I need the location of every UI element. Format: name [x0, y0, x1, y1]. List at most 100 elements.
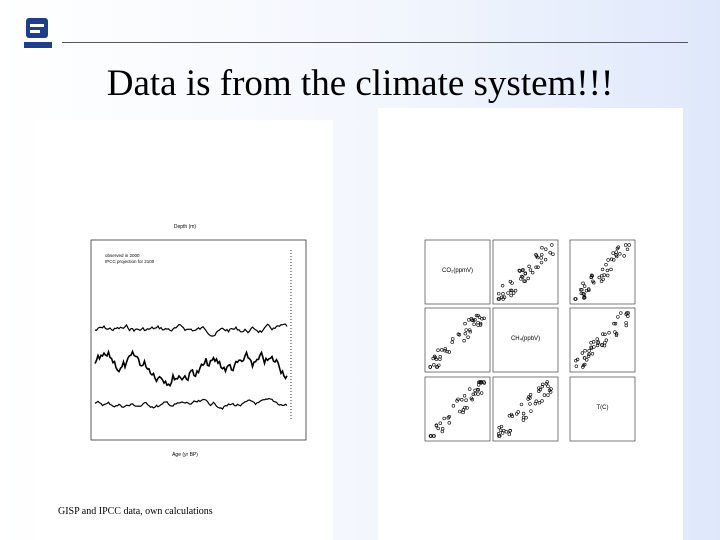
- scatter-dot: [550, 243, 554, 247]
- scatter-dot: [534, 253, 538, 257]
- scatter-dot: [587, 349, 591, 353]
- scatter-dot: [527, 395, 531, 399]
- scatter-dot: [477, 315, 482, 320]
- scatter-dot: [482, 316, 486, 321]
- scatter-dot: [506, 291, 510, 295]
- scatter-dot: [609, 257, 614, 261]
- scatter-dot: [605, 268, 610, 273]
- scatter-dot: [590, 352, 595, 356]
- scatter-dot: [540, 399, 544, 403]
- matrix-cell: [492, 376, 559, 442]
- scatter-dot: [450, 340, 454, 344]
- scatter-dot: [537, 401, 542, 405]
- scatter-dot: [440, 429, 444, 434]
- matrix-cell: [569, 239, 636, 305]
- scatter-dot: [528, 393, 533, 397]
- scatter-dot: [614, 253, 618, 257]
- scatter-dot: [473, 392, 477, 396]
- scatter-dot: [596, 340, 600, 344]
- header-rule: [62, 42, 688, 43]
- scatter-dot: [537, 389, 541, 394]
- scatter-dot: [607, 331, 611, 335]
- scatter-dot: [622, 254, 626, 258]
- scatter-dot: [613, 330, 617, 334]
- scatter-dot: [614, 333, 619, 337]
- scatter-dot: [436, 348, 440, 352]
- scatter-dot: [442, 416, 446, 421]
- scatter-dot: [582, 284, 587, 288]
- scatter-dot: [502, 428, 506, 433]
- scatter-dot: [597, 275, 601, 280]
- scatter-dot: [465, 406, 469, 410]
- scatter-dot: [473, 388, 477, 393]
- right-figure: CO₂(ppmV) CH₄(ppbV) T(C): [378, 108, 683, 540]
- scatter-dot: [496, 432, 501, 436]
- scatter-dot: [447, 421, 451, 425]
- scatter-dot: [524, 415, 528, 420]
- variable-label: CH₄(ppbV): [511, 336, 540, 342]
- logo: [24, 18, 52, 48]
- series-line: [94, 323, 288, 337]
- scatter-dot: [476, 323, 480, 327]
- scatter-dot: [551, 252, 555, 256]
- series-line: [94, 349, 288, 388]
- scatter-dot: [583, 362, 587, 367]
- matrix-cell: [424, 239, 491, 305]
- scatter-dot: [583, 356, 587, 360]
- scatter-dot: [606, 258, 610, 262]
- scatter-dot: [466, 335, 470, 339]
- scatter-dot: [497, 434, 501, 438]
- scatter-dot: [614, 332, 619, 336]
- scatter-dot: [546, 393, 550, 397]
- scatter-dot: [604, 262, 608, 267]
- scatter-dot: [443, 347, 448, 351]
- scatter-dot: [451, 337, 455, 341]
- scatter-dot: [603, 340, 607, 345]
- scatter-dot: [476, 383, 481, 387]
- scatter-dot: [511, 291, 516, 295]
- matrix-cell: [569, 307, 636, 373]
- scatter-dot: [521, 411, 526, 416]
- scatter-dot: [477, 380, 481, 384]
- scatter-dot: [462, 394, 467, 398]
- scatter-dot: [575, 357, 580, 362]
- scatter-dot: [625, 247, 630, 252]
- scatter-dot: [627, 243, 631, 247]
- scatter-dot: [429, 434, 433, 438]
- left-figure: Depth (m) observed in 2000 IPCC projecti…: [35, 120, 333, 540]
- scatter-dot: [592, 280, 596, 285]
- scatter-dot: [580, 287, 584, 292]
- scatter-dot: [604, 338, 609, 342]
- scatter-dot: [440, 427, 445, 431]
- scatter-dot: [529, 409, 533, 413]
- scatter-dot: [540, 246, 544, 250]
- scatter-dot: [624, 321, 628, 325]
- scatter-dot: [479, 391, 484, 395]
- scatter-dot: [580, 351, 585, 355]
- scatter-dot: [616, 315, 620, 319]
- scatter-dot: [500, 283, 505, 288]
- scatter-dot: [536, 265, 540, 269]
- scatter-dot: [587, 287, 591, 291]
- scatter-dot: [520, 275, 525, 279]
- scatter-dot: [528, 268, 533, 272]
- scatter-dot: [539, 260, 544, 265]
- scatter-dot: [521, 418, 526, 422]
- scatter-dot: [509, 412, 514, 417]
- scatter-dot: [626, 311, 630, 315]
- scatter-dot: [609, 267, 613, 272]
- scatter-dot: [579, 291, 584, 296]
- variable-label: CO₂(ppmV): [442, 268, 473, 274]
- scatter-dot: [451, 404, 456, 408]
- scatter-dot: [616, 245, 621, 249]
- scatter-dot: [541, 382, 545, 387]
- scatter-dot: [478, 321, 483, 326]
- scatter-dot: [463, 405, 467, 410]
- scatter-dot: [497, 297, 501, 301]
- scatter-dot: [498, 428, 503, 432]
- scatter-dot: [519, 277, 523, 281]
- scatter-dot: [626, 314, 630, 318]
- scatter-dot: [438, 421, 442, 425]
- scatter-dot: [581, 365, 585, 369]
